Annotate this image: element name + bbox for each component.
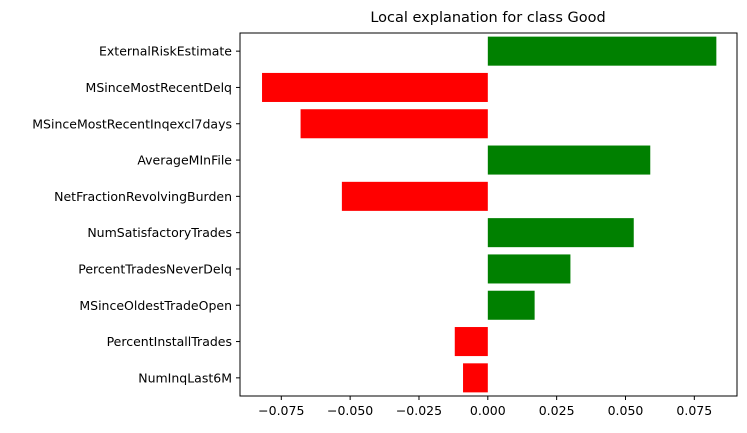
plot-area bbox=[239, 32, 738, 397]
x-tick-label: 0.075 bbox=[676, 403, 712, 418]
bar-MSinceMostRecentInqexcl7days bbox=[300, 109, 488, 139]
y-tick-label: MSinceOldestTradeOpen bbox=[79, 298, 232, 313]
x-tick-label: 0.050 bbox=[608, 403, 644, 418]
y-tick-label: NetFractionRevolvingBurden bbox=[54, 189, 232, 204]
y-tick-label: MSinceMostRecentDelq bbox=[86, 80, 232, 95]
bar-NetFractionRevolvingBurden bbox=[341, 181, 488, 211]
y-tick-label: MSinceMostRecentInqexcl7days bbox=[32, 116, 232, 131]
bar-NumInqLast6M bbox=[463, 363, 488, 393]
bar-MSinceOldestTradeOpen bbox=[487, 290, 535, 320]
x-tick-label: −0.025 bbox=[396, 403, 442, 418]
chart-title: Local explanation for class Good bbox=[370, 10, 605, 26]
bar-AverageMInFile bbox=[487, 145, 651, 175]
x-tick-label: 0.000 bbox=[470, 403, 506, 418]
y-tick-label: PercentTradesNeverDelq bbox=[78, 261, 232, 276]
y-tick-label: ExternalRiskEstimate bbox=[99, 44, 232, 59]
y-tick-label: AverageMInFile bbox=[137, 153, 232, 168]
y-tick-label: PercentInstallTrades bbox=[107, 334, 232, 349]
x-tick-label: −0.050 bbox=[327, 403, 373, 418]
bar-NumSatisfactoryTrades bbox=[487, 218, 634, 248]
x-tick-label: 0.025 bbox=[539, 403, 575, 418]
bar-PercentTradesNeverDelq bbox=[487, 254, 571, 284]
x-tick-label: −0.075 bbox=[258, 403, 304, 418]
bar-PercentInstallTrades bbox=[454, 327, 488, 357]
bar-ExternalRiskEstimate bbox=[487, 36, 717, 66]
bar-MSinceMostRecentDelq bbox=[262, 72, 488, 102]
y-tick-label: NumSatisfactoryTrades bbox=[87, 225, 232, 240]
y-tick-label: NumInqLast6M bbox=[138, 370, 232, 385]
